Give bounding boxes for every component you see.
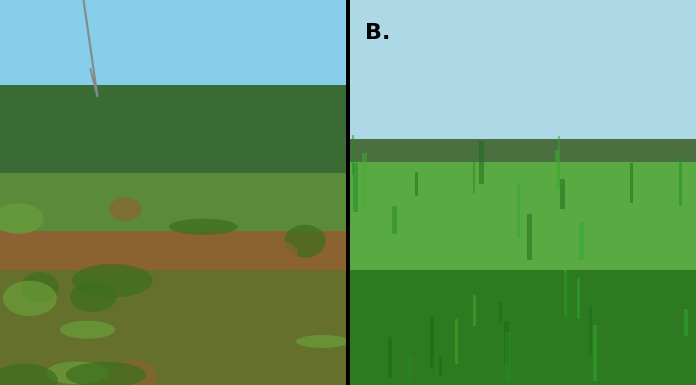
Bar [631,163,633,203]
Ellipse shape [28,363,86,385]
Bar [393,206,397,234]
Bar [473,157,475,193]
FancyBboxPatch shape [350,162,696,385]
FancyBboxPatch shape [0,0,346,108]
Ellipse shape [253,160,317,188]
Ellipse shape [158,275,217,287]
Ellipse shape [85,155,136,193]
Ellipse shape [102,284,167,321]
FancyBboxPatch shape [0,173,346,250]
Bar [388,337,392,378]
Bar [593,325,597,381]
Ellipse shape [198,223,273,248]
Bar [505,332,511,382]
Bar [564,270,567,315]
Bar [555,151,559,190]
FancyBboxPatch shape [350,139,696,185]
Ellipse shape [186,203,239,223]
Bar [503,321,509,364]
Bar [527,214,532,259]
Ellipse shape [154,234,223,261]
Text: B.: B. [365,23,390,43]
FancyBboxPatch shape [350,0,696,162]
FancyBboxPatch shape [0,231,346,385]
Bar [558,136,560,189]
Ellipse shape [113,185,146,220]
FancyBboxPatch shape [0,85,346,200]
Ellipse shape [79,224,155,251]
Ellipse shape [251,172,293,203]
Bar [473,295,475,325]
Bar [415,172,418,196]
Bar [517,183,520,238]
Bar [480,141,484,184]
Ellipse shape [18,195,56,208]
Bar [578,278,580,319]
Ellipse shape [120,219,146,246]
Bar [564,272,569,322]
Bar [408,355,413,382]
Bar [354,162,358,212]
Bar [499,302,502,323]
Bar [429,316,434,369]
Ellipse shape [245,362,280,385]
FancyBboxPatch shape [350,270,696,385]
Bar [351,136,354,175]
Bar [578,223,584,260]
FancyBboxPatch shape [0,270,346,385]
Ellipse shape [92,205,125,238]
FancyBboxPatch shape [346,0,350,385]
Bar [683,309,688,336]
Bar [438,356,442,377]
Bar [679,155,682,206]
Bar [362,153,367,207]
Bar [455,319,458,364]
Bar [589,307,592,355]
Bar [560,179,564,209]
